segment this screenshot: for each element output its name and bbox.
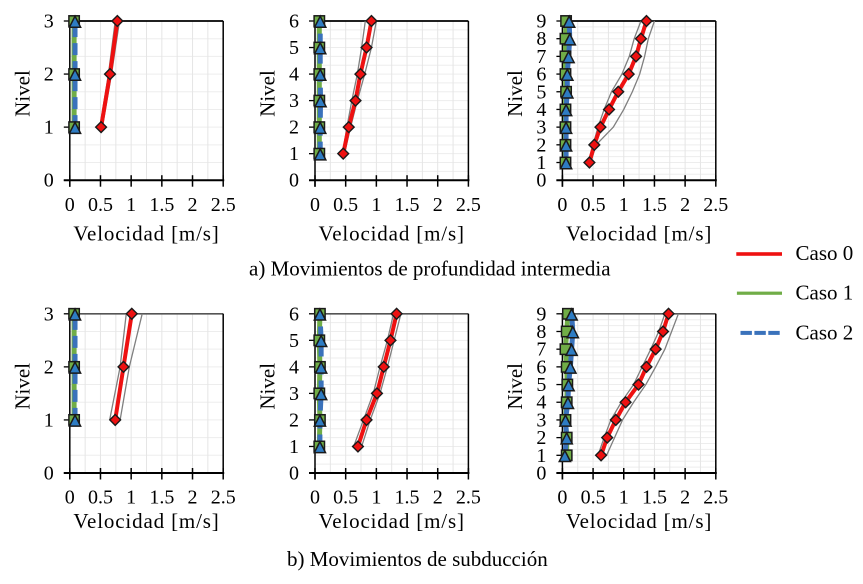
svg-text:Caso 0: Caso 0 bbox=[796, 241, 854, 265]
svg-text:3: 3 bbox=[536, 117, 546, 139]
svg-text:3: 3 bbox=[44, 11, 54, 33]
svg-text:1.5: 1.5 bbox=[395, 194, 420, 216]
svg-text:2.5: 2.5 bbox=[703, 194, 728, 216]
svg-text:Nivel: Nivel bbox=[10, 363, 34, 410]
svg-text:Caso 2: Caso 2 bbox=[796, 321, 854, 345]
svg-text:Velocidad [m/s]: Velocidad [m/s] bbox=[319, 222, 465, 246]
svg-text:Velocidad [m/s]: Velocidad [m/s] bbox=[566, 509, 712, 533]
svg-text:Nivel: Nivel bbox=[256, 70, 280, 117]
svg-text:Velocidad [m/s]: Velocidad [m/s] bbox=[73, 222, 219, 246]
svg-text:1.5: 1.5 bbox=[149, 194, 174, 216]
svg-text:8: 8 bbox=[536, 321, 546, 343]
svg-text:3: 3 bbox=[289, 383, 299, 405]
svg-text:Velocidad [m/s]: Velocidad [m/s] bbox=[319, 509, 465, 533]
svg-text:2: 2 bbox=[188, 487, 198, 509]
svg-text:4: 4 bbox=[289, 64, 299, 86]
svg-text:2: 2 bbox=[680, 487, 690, 509]
svg-text:1: 1 bbox=[371, 194, 381, 216]
svg-text:Nivel: Nivel bbox=[503, 70, 527, 117]
svg-text:3: 3 bbox=[536, 409, 546, 431]
svg-text:6: 6 bbox=[289, 303, 299, 325]
svg-text:b) Movimientos de subducción: b) Movimientos de subducción bbox=[287, 547, 548, 571]
svg-text:a) Movimientos de profundidad: a) Movimientos de profundidad intermedia bbox=[249, 257, 611, 281]
svg-text:2: 2 bbox=[536, 427, 546, 449]
svg-text:2: 2 bbox=[44, 64, 54, 86]
svg-text:1: 1 bbox=[289, 436, 299, 458]
svg-text:0.5: 0.5 bbox=[581, 487, 606, 509]
svg-text:2: 2 bbox=[289, 117, 299, 139]
svg-text:0: 0 bbox=[557, 487, 567, 509]
svg-text:Nivel: Nivel bbox=[503, 363, 527, 410]
svg-text:5: 5 bbox=[289, 330, 299, 352]
svg-text:0: 0 bbox=[65, 194, 75, 216]
svg-text:2.5: 2.5 bbox=[211, 194, 236, 216]
svg-text:2.5: 2.5 bbox=[456, 487, 481, 509]
svg-text:6: 6 bbox=[536, 64, 546, 86]
svg-text:5: 5 bbox=[536, 81, 546, 103]
svg-text:2.5: 2.5 bbox=[703, 487, 728, 509]
svg-text:Velocidad [m/s]: Velocidad [m/s] bbox=[566, 222, 712, 246]
svg-text:1: 1 bbox=[536, 152, 546, 174]
svg-text:2: 2 bbox=[289, 409, 299, 431]
svg-text:1: 1 bbox=[536, 445, 546, 467]
svg-text:0.5: 0.5 bbox=[88, 487, 113, 509]
svg-text:2: 2 bbox=[536, 134, 546, 156]
svg-text:Nivel: Nivel bbox=[10, 70, 34, 117]
svg-text:1.5: 1.5 bbox=[642, 194, 667, 216]
svg-text:1: 1 bbox=[126, 487, 136, 509]
svg-text:6: 6 bbox=[289, 11, 299, 33]
svg-text:8: 8 bbox=[536, 28, 546, 50]
svg-text:2: 2 bbox=[680, 194, 690, 216]
svg-text:1: 1 bbox=[44, 117, 54, 139]
svg-text:0.5: 0.5 bbox=[333, 194, 358, 216]
svg-text:9: 9 bbox=[536, 303, 546, 325]
svg-text:4: 4 bbox=[289, 356, 299, 378]
svg-text:2.5: 2.5 bbox=[211, 487, 236, 509]
svg-text:4: 4 bbox=[536, 99, 546, 121]
svg-text:5: 5 bbox=[289, 37, 299, 59]
svg-text:0: 0 bbox=[310, 487, 320, 509]
svg-text:2: 2 bbox=[44, 356, 54, 378]
svg-text:1: 1 bbox=[289, 143, 299, 165]
svg-text:Caso 1: Caso 1 bbox=[796, 281, 854, 305]
svg-text:Nivel: Nivel bbox=[256, 363, 280, 410]
svg-text:4: 4 bbox=[536, 392, 546, 414]
svg-text:0: 0 bbox=[65, 487, 75, 509]
svg-text:0: 0 bbox=[44, 170, 54, 192]
svg-text:7: 7 bbox=[536, 46, 546, 68]
svg-text:3: 3 bbox=[289, 90, 299, 112]
svg-text:0: 0 bbox=[44, 463, 54, 485]
svg-text:5: 5 bbox=[536, 374, 546, 396]
svg-text:0: 0 bbox=[310, 194, 320, 216]
svg-text:1: 1 bbox=[371, 487, 381, 509]
svg-text:0.5: 0.5 bbox=[88, 194, 113, 216]
svg-text:0.5: 0.5 bbox=[333, 487, 358, 509]
svg-text:9: 9 bbox=[536, 11, 546, 33]
svg-text:1.5: 1.5 bbox=[149, 487, 174, 509]
svg-text:0: 0 bbox=[557, 194, 567, 216]
svg-text:2: 2 bbox=[188, 194, 198, 216]
svg-text:1: 1 bbox=[126, 194, 136, 216]
svg-text:0: 0 bbox=[536, 463, 546, 485]
svg-text:1.5: 1.5 bbox=[395, 487, 420, 509]
svg-text:2.5: 2.5 bbox=[456, 194, 481, 216]
svg-text:3: 3 bbox=[44, 303, 54, 325]
svg-text:1: 1 bbox=[44, 409, 54, 431]
svg-text:1: 1 bbox=[619, 194, 629, 216]
svg-text:0: 0 bbox=[289, 463, 299, 485]
svg-text:2: 2 bbox=[433, 194, 443, 216]
svg-text:2: 2 bbox=[433, 487, 443, 509]
svg-text:1.5: 1.5 bbox=[642, 487, 667, 509]
svg-text:Velocidad [m/s]: Velocidad [m/s] bbox=[73, 509, 219, 533]
svg-text:1: 1 bbox=[619, 487, 629, 509]
svg-text:0.5: 0.5 bbox=[581, 194, 606, 216]
svg-text:6: 6 bbox=[536, 356, 546, 378]
svg-text:0: 0 bbox=[289, 170, 299, 192]
svg-text:0: 0 bbox=[536, 170, 546, 192]
svg-text:7: 7 bbox=[536, 339, 546, 361]
